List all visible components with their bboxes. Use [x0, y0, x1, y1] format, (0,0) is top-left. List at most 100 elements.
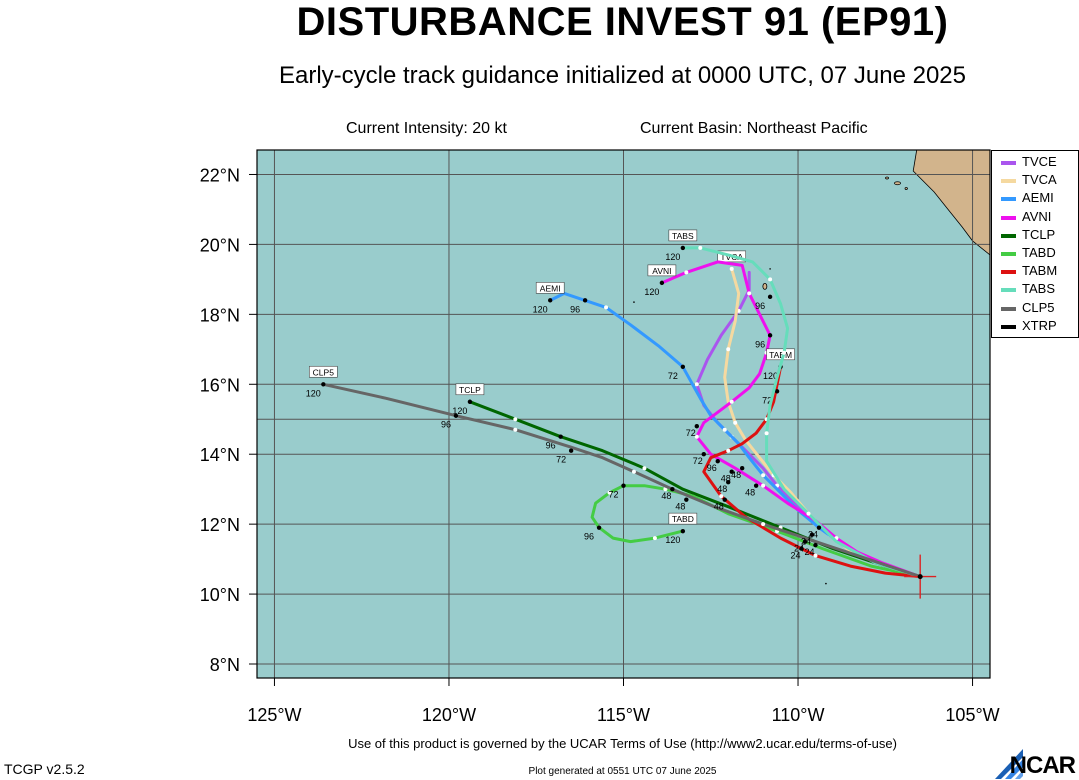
- island: [633, 301, 635, 303]
- chart-subtitle: Early-cycle track guidance initialized a…: [278, 62, 967, 89]
- legend-label: AVNI: [1022, 208, 1052, 224]
- track-point-aemi: [761, 473, 766, 478]
- track-point-tabd: [652, 536, 657, 541]
- forecast-hour-marker: [321, 382, 326, 387]
- forecast-hour-label: 120: [644, 287, 659, 297]
- track-point-tclp: [642, 466, 647, 471]
- legend-swatch: [1001, 324, 1016, 329]
- track-point-avni: [761, 483, 766, 488]
- track-end-label-box: [668, 512, 698, 525]
- forecast-hour-label: 72: [556, 455, 566, 465]
- forecast-hour-label: 120: [763, 371, 778, 381]
- y-tick-label: 20°N: [200, 235, 240, 255]
- forecast-hour-marker: [680, 245, 686, 251]
- island: [885, 176, 889, 180]
- generated-timestamp: Plot generated at 0551 UTC 07 June 2025: [528, 766, 717, 777]
- current-intensity: Current Intensity: 20 kt: [346, 120, 507, 137]
- forecast-hour-marker: [739, 465, 745, 471]
- forecast-hour-marker: [680, 364, 686, 369]
- forecast-hour-label: 120: [665, 252, 680, 262]
- track-end-label-box: [647, 264, 677, 277]
- track-end-label: TABM: [769, 350, 792, 360]
- y-tick-label: 22°N: [200, 165, 240, 185]
- legend-label: XTRP: [1022, 317, 1057, 333]
- forecast-hour-marker: [802, 539, 808, 544]
- x-tick-label: 120°W: [422, 705, 476, 725]
- track-point-avni: [694, 434, 699, 439]
- track-point-tabm: [813, 553, 818, 558]
- forecast-hour-marker: [596, 525, 602, 530]
- forecast-hour-label: 48: [731, 470, 741, 480]
- track-point-tclp: [513, 417, 518, 422]
- forecast-hour-label: 48: [745, 488, 755, 498]
- chart-title: DISTURBANCE INVEST 91 (EP91): [296, 0, 949, 44]
- forecast-hour-label: 72: [686, 428, 696, 438]
- legend-swatch: [1001, 179, 1016, 184]
- forecast-hour-marker: [753, 483, 759, 488]
- forecast-hour-label: 72: [668, 371, 678, 381]
- track-end-label-box: [455, 383, 485, 396]
- forecast-hour-marker: [729, 469, 734, 474]
- legend-label: TVCE: [1022, 154, 1057, 169]
- forecast-hour-label: 48: [721, 474, 731, 484]
- track-point-avni: [684, 270, 689, 275]
- forecast-hour-marker: [799, 546, 804, 551]
- x-tick-label: 110°W: [772, 705, 825, 725]
- forecast-hour-marker: [582, 298, 588, 303]
- y-tick-label: 12°N: [200, 515, 240, 535]
- forecast-hour-label: 96: [546, 441, 556, 451]
- track-tabs: [681, 246, 922, 579]
- forecast-hour-marker: [467, 399, 473, 404]
- track-point-tvca: [729, 266, 734, 271]
- forecast-hour-marker: [722, 497, 727, 502]
- track-point-tvca: [726, 347, 731, 352]
- island: [762, 282, 768, 290]
- y-tick-label: 18°N: [200, 305, 240, 325]
- legend-swatch: [1001, 288, 1016, 293]
- forecast-hour-marker: [809, 532, 815, 537]
- forecast-hour-label: 96: [441, 420, 451, 430]
- forecast-hour-marker: [701, 452, 706, 457]
- track-point-tabs: [764, 431, 769, 436]
- track-end-label: AEMI: [540, 283, 561, 293]
- track-point-aemi: [722, 427, 727, 432]
- legend-label: AEMI: [1022, 190, 1054, 206]
- track-end-label: TABD: [672, 514, 694, 524]
- track-end-label: TCLP: [459, 385, 481, 395]
- track-point-tabs: [768, 277, 773, 282]
- forecast-hour-label: 120: [533, 304, 548, 314]
- island: [904, 187, 908, 190]
- forecast-hour-marker: [621, 483, 626, 488]
- track-point-tabm: [726, 448, 731, 453]
- track-end-label: CLP5: [313, 367, 335, 377]
- forecast-hour-marker: [568, 448, 574, 453]
- terms-of-use: Use of this product is governed by the U…: [348, 736, 897, 751]
- legend-label: TCLP: [1022, 226, 1056, 242]
- track-point-tabd: [663, 487, 668, 492]
- track-point-tabm: [719, 494, 724, 499]
- track-point-avni: [729, 399, 734, 404]
- forecast-hour-label: 120: [306, 388, 321, 398]
- ncar-logo-text: NCAR: [1009, 752, 1076, 779]
- track-end-label-box: [668, 229, 698, 242]
- ncar-logo: NCAR: [975, 743, 1079, 780]
- x-tick-label: 105°W: [945, 705, 999, 725]
- forecast-hour-label: 72: [762, 395, 772, 405]
- forecast-hour-label: 96: [570, 304, 580, 314]
- current-position-dot: [917, 574, 923, 580]
- island: [894, 181, 901, 186]
- track-point-aemi: [604, 305, 609, 310]
- ncar-logo-mark-icon: [995, 749, 1023, 779]
- forecast-hour-label: 48: [717, 484, 727, 494]
- track-end-label: TABS: [672, 231, 694, 241]
- legend-swatch: [1001, 270, 1016, 275]
- track-end-label: AVNI: [652, 266, 671, 276]
- legend-label: TABS: [1022, 281, 1055, 297]
- track-point-avni: [747, 291, 752, 296]
- forecast-hour-label: 96: [755, 339, 765, 349]
- track-point-tabs: [782, 350, 787, 355]
- forecast-hour-label: 48: [714, 502, 724, 512]
- legend-swatch: [1001, 306, 1016, 311]
